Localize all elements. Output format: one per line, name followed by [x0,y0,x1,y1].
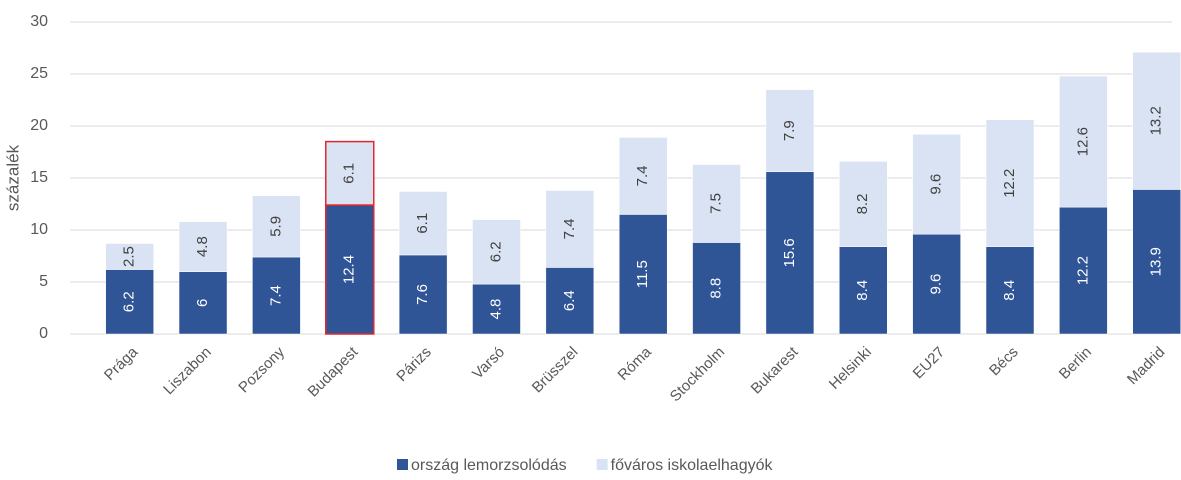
y-tick-label: 5 [39,273,48,290]
bar [765,89,815,173]
bar [1132,189,1181,335]
bar [398,191,448,256]
data-label: 12.2 [1001,169,1018,198]
x-tick-label: Helsinki [826,344,875,393]
bar [912,233,961,335]
bar [692,242,741,335]
bar [765,171,815,335]
data-label: 6.2 [121,291,138,312]
data-label: 13.2 [1148,106,1165,135]
data-label: 9.6 [928,174,945,195]
y-tick-label: 30 [30,13,48,30]
legend-swatch [596,459,608,470]
data-label: 6.1 [414,213,431,234]
data-label: 7.4 [561,219,578,240]
data-label: 6.2 [487,241,504,262]
bar [252,256,301,335]
x-tick-label: Róma [615,343,656,384]
data-label: 4.8 [487,299,504,320]
data-label: 8.8 [708,278,725,299]
bar [398,254,448,335]
x-tick-label: Párizs [393,344,434,385]
x-tick-label: Budapest [305,343,362,400]
bar [545,190,595,268]
y-tick-label: 0 [39,325,48,342]
data-label: 7.5 [708,193,725,214]
legend-label: főváros iskolaelhagyók [611,457,774,474]
data-label: 8.4 [854,280,871,301]
bar [252,195,301,258]
data-label: 7.6 [414,284,431,305]
x-tick-label: Varsó [469,344,508,383]
x-tick-label: Berlin [1056,344,1095,383]
bar [1132,51,1181,190]
x-tick-label: Bécs [986,344,1022,380]
data-label: 9.6 [928,274,945,295]
data-label: 8.2 [854,194,871,215]
data-label: 4.8 [194,236,211,257]
x-tick-label: Pozsony [235,343,288,396]
bar [545,267,595,335]
bar [912,134,961,235]
legend-swatch [397,459,408,470]
legend-label: ország lemorzsolódás [411,457,567,474]
data-label: 6.1 [341,163,358,184]
bar [618,214,668,335]
bar [472,219,521,285]
bar [985,119,1035,247]
data-label: 7.4 [267,285,284,306]
bar [178,271,228,335]
data-label: 7.9 [781,120,798,141]
data-label: 8.4 [1001,280,1018,301]
y-axis-label: százalék [3,144,22,211]
y-tick-label: 25 [30,65,48,82]
x-tick-label: Brüsszel [529,344,582,397]
bar [985,246,1035,335]
bar [105,269,154,335]
x-tick-label: Madrid [1124,344,1168,388]
x-tick-label: Stockholm [667,344,729,406]
data-label: 13.9 [1148,247,1165,276]
bar [618,137,668,215]
data-label: 6.4 [561,290,578,311]
bar [325,204,375,335]
y-tick-label: 10 [30,221,48,238]
bar [472,283,521,335]
y-tick-label: 15 [30,169,48,186]
data-label: 7.4 [634,165,651,186]
x-tick-label: Liszabon [160,344,214,398]
data-label: 15.6 [781,238,798,267]
data-label: 12.2 [1074,256,1091,285]
bar [692,164,741,243]
x-tick-label: Bukarest [748,343,802,397]
x-tick-label: EU27 [910,344,949,383]
data-label: 2.5 [121,246,138,267]
bar [178,221,228,272]
bar [105,243,154,270]
data-label: 11.5 [634,260,651,288]
bar [325,140,375,206]
data-label: 12.6 [1074,127,1091,156]
data-label: 5.9 [267,216,284,237]
data-label: 6 [194,299,211,307]
y-tick-label: 20 [30,117,48,134]
bar [1059,75,1108,208]
data-label: 12.4 [341,255,358,284]
x-tick-label: Prága [101,343,142,384]
bar [839,246,888,335]
bar [839,161,888,247]
